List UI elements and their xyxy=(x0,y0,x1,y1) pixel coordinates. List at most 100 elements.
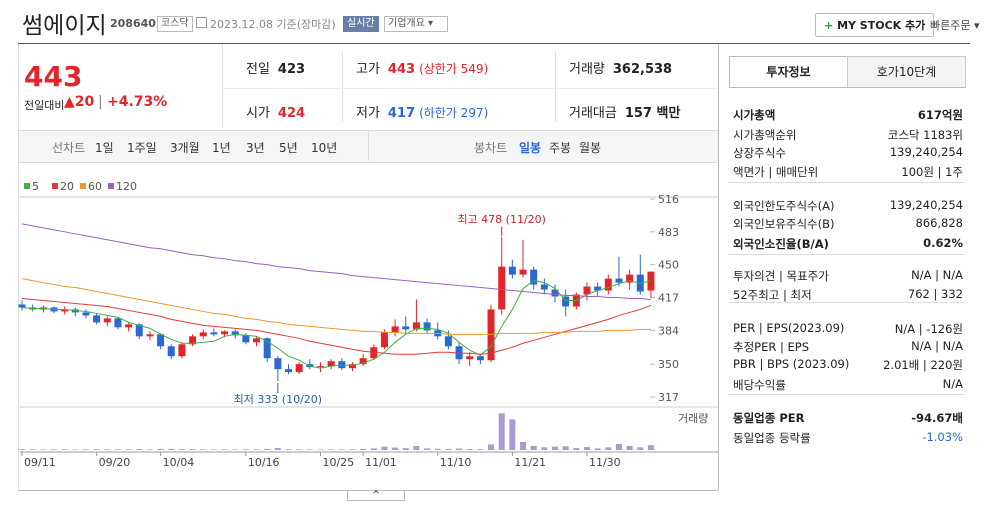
volume-bar xyxy=(498,413,505,450)
info-value: N/A | N/A xyxy=(911,339,963,353)
tab-active[interactable]: 투자정보 xyxy=(729,56,848,87)
quote: 거래량 362,538 xyxy=(569,58,672,77)
period-button[interactable]: 3년 xyxy=(246,141,265,155)
info-value: 617억원 xyxy=(917,108,963,122)
info-label: 외국인소진율(B/A) xyxy=(733,237,829,251)
period-button[interactable]: 1일 xyxy=(95,141,114,155)
volume-bar xyxy=(274,448,281,450)
volume-label: 거래량 xyxy=(678,412,708,425)
candle-body xyxy=(508,266,516,275)
candle-body xyxy=(540,284,548,290)
period-button[interactable]: 3개월 xyxy=(170,141,200,155)
period-button[interactable]: 월봉 xyxy=(579,141,602,155)
volume-bar xyxy=(264,448,271,450)
info-label: 외국인보유주식수(B) xyxy=(733,217,835,231)
period-button[interactable]: 10년 xyxy=(311,141,338,155)
info-value: 762 | 332 xyxy=(907,287,963,301)
info-label: 52주최고 | 최저 xyxy=(733,288,812,302)
candle-body xyxy=(178,344,186,357)
info-row: 동일업종 등락률 -1.03% xyxy=(733,430,963,448)
overview-button[interactable]: 기업개요 ▾ xyxy=(384,16,449,32)
volume-bar xyxy=(242,449,249,450)
quick-order[interactable]: 빠른주문 ▾ xyxy=(930,19,980,32)
info-value: 2.01배 | 220원 xyxy=(883,358,963,372)
candle-body xyxy=(402,326,410,330)
volume-bar xyxy=(413,446,420,450)
divider xyxy=(342,52,343,122)
volume-bar xyxy=(615,444,622,450)
chart: 5 20 60 120 516 483 450 417 384 350 317 09/11 09/20 1… xyxy=(18,180,718,469)
candle-body xyxy=(18,304,26,308)
candle-body xyxy=(295,364,303,373)
candle-body xyxy=(189,336,197,345)
info-row: 외국인소진율(B/A) 0.62% xyxy=(733,236,963,254)
volume-bar xyxy=(168,448,175,450)
volume-bar xyxy=(594,448,601,450)
info-value: 100원 | 1주 xyxy=(901,165,963,179)
info-divider xyxy=(729,302,965,303)
border xyxy=(718,44,719,490)
candle-body xyxy=(221,331,229,335)
x-tick-label: 09/20 xyxy=(99,456,131,469)
volume-bar xyxy=(637,447,644,450)
moving-average xyxy=(21,278,651,335)
candle-body xyxy=(167,346,175,357)
info-row: 시가총액순위 코스닥 1183위 xyxy=(733,127,963,145)
volume-bar xyxy=(306,449,313,450)
candle-body xyxy=(316,366,324,368)
info-label: 추정PER | EPS xyxy=(733,340,810,354)
quote-value: 424 xyxy=(277,106,306,121)
info-value: 139,240,254 xyxy=(889,198,963,212)
info-divider xyxy=(729,254,965,255)
candle-body xyxy=(242,335,250,343)
legend-swatch xyxy=(108,183,114,189)
volume-bar xyxy=(626,446,633,450)
period-button[interactable]: 일봉 xyxy=(519,141,542,155)
quick-order-text: 빠른주문 xyxy=(930,19,971,32)
volume-bar xyxy=(392,447,399,450)
volume-bar xyxy=(50,449,57,450)
period-button[interactable]: 1년 xyxy=(212,141,231,155)
divider xyxy=(368,131,369,161)
info-row: PER | EPS(2023.09) N/A | -126원 xyxy=(733,321,963,339)
legend-swatch xyxy=(24,183,30,189)
x-tick-label: 11/30 xyxy=(589,456,621,469)
quote: 전일 423 xyxy=(246,58,305,77)
calendar-icon xyxy=(196,17,207,28)
candle-body xyxy=(551,289,559,297)
change-label: 전일대비 xyxy=(24,99,65,112)
stock-name: 썸에이지 xyxy=(22,13,107,39)
quote-note: (상한가 549) xyxy=(419,62,489,76)
tab[interactable]: 호가10단계 xyxy=(847,56,966,88)
y-tick-label: 317 xyxy=(658,391,679,404)
volume-bar xyxy=(349,449,356,450)
info-label: 동일업종 PER xyxy=(733,411,805,425)
mystock-button[interactable]: + MY STOCK 추가 xyxy=(815,13,935,37)
info-value: -94.67배 xyxy=(911,411,963,425)
volume-bar xyxy=(541,447,548,450)
candle-body xyxy=(82,312,90,316)
candle-body xyxy=(348,364,356,369)
volume-bar xyxy=(104,449,111,450)
quote-value: 362,538 xyxy=(612,62,673,77)
volume-bar xyxy=(605,447,612,450)
period-button[interactable]: 주봉 xyxy=(549,141,572,155)
volume-bar xyxy=(296,449,303,450)
volume-bar xyxy=(424,448,431,450)
period-button[interactable]: 1주일 xyxy=(127,141,157,155)
period-button[interactable]: 5년 xyxy=(279,141,298,155)
quote: 고가 443 (상한가 549) xyxy=(356,58,488,77)
x-tick-label: 11/21 xyxy=(514,456,546,469)
y-tick-label: 483 xyxy=(658,226,679,239)
divider xyxy=(555,52,556,122)
collapse-button[interactable]: ^ xyxy=(347,490,405,501)
candle-body xyxy=(562,296,570,307)
candle-body xyxy=(327,361,335,367)
y-tick-label: 384 xyxy=(658,324,679,337)
x-tick-label: 10/04 xyxy=(163,456,195,469)
quote-label: 고가 xyxy=(356,62,380,77)
realtime-button[interactable]: 실시간 xyxy=(343,16,379,32)
volume-bar xyxy=(253,449,260,450)
volume-bar xyxy=(381,446,388,450)
quote-value: 157 백만 xyxy=(624,106,681,121)
